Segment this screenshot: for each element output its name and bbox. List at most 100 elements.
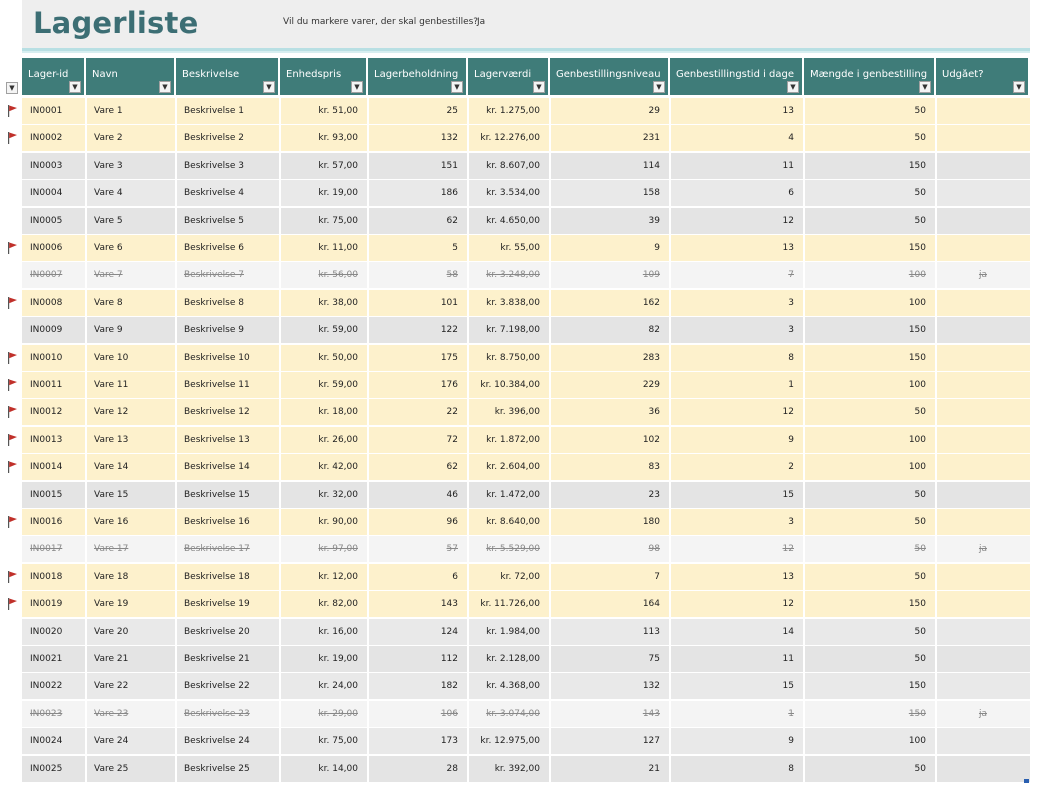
cell-qty[interactable]: 50 bbox=[914, 188, 926, 199]
cell-qty[interactable]: 100 bbox=[908, 380, 926, 390]
cell-level[interactable]: 231 bbox=[642, 133, 660, 144]
cell-level[interactable]: 29 bbox=[648, 106, 660, 116]
cell-disc[interactable] bbox=[936, 345, 1030, 371]
cell-level[interactable]: 7 bbox=[654, 571, 660, 582]
cell-name[interactable]: Vare 6 bbox=[94, 243, 123, 253]
cell-days[interactable]: 15 bbox=[782, 489, 794, 500]
cell-desc[interactable]: Beskrivelse 17 bbox=[184, 544, 250, 555]
cell-days[interactable]: 4 bbox=[788, 133, 794, 144]
cell-value[interactable]: kr. 3.534,00 bbox=[486, 188, 540, 199]
cell-name[interactable]: Vare 18 bbox=[94, 571, 129, 582]
cell-desc[interactable]: Beskrivelse 7 bbox=[184, 270, 244, 281]
cell-desc[interactable]: Beskrivelse 3 bbox=[184, 160, 244, 171]
cell-desc[interactable]: Beskrivelse 13 bbox=[184, 434, 250, 445]
cell-name[interactable]: Vare 10 bbox=[94, 352, 129, 363]
cell-level[interactable]: 283 bbox=[642, 352, 660, 363]
cell-id[interactable]: IN0011 bbox=[30, 380, 63, 390]
column-header-price[interactable]: Enhedspris ▼ bbox=[280, 58, 368, 95]
cell-id[interactable]: IN0022 bbox=[30, 681, 63, 692]
cell-desc[interactable]: Beskrivelse 11 bbox=[184, 380, 250, 390]
filter-dropdown-icon[interactable]: ▼ bbox=[263, 81, 275, 93]
table-row[interactable]: IN0005 Vare 5 Beskrivelse 5 kr. 75,00 62 kr. … bbox=[22, 207, 1030, 234]
cell-level[interactable]: 164 bbox=[642, 599, 660, 610]
cell-value[interactable]: kr. 55,00 bbox=[500, 243, 540, 253]
cell-id[interactable]: IN0013 bbox=[30, 434, 63, 445]
cell-qty[interactable]: 50 bbox=[914, 626, 926, 637]
cell-price[interactable]: kr. 32,00 bbox=[318, 489, 358, 500]
cell-stock[interactable]: 143 bbox=[440, 599, 458, 610]
cell-qty[interactable]: 100 bbox=[908, 462, 926, 473]
table-row[interactable]: IN0003 Vare 3 Beskrivelse 3 kr. 57,00 151 kr.… bbox=[22, 152, 1030, 179]
table-row[interactable]: IN0012 Vare 12 Beskrivelse 12 kr. 18,00 22 kr… bbox=[22, 399, 1030, 426]
table-row[interactable]: IN0004 Vare 4 Beskrivelse 4 kr. 19,00 186 kr.… bbox=[22, 180, 1030, 207]
page-title[interactable]: Lagerliste bbox=[33, 6, 199, 40]
cell-desc[interactable]: Beskrivelse 10 bbox=[184, 352, 250, 363]
cell-id[interactable]: IN0023 bbox=[30, 708, 63, 719]
table-row[interactable]: IN0025 Vare 25 Beskrivelse 25 kr. 14,00 28 kr… bbox=[22, 755, 1030, 782]
row-filter-dropdown-icon[interactable]: ▼ bbox=[6, 82, 18, 94]
cell-name[interactable]: Vare 24 bbox=[94, 736, 129, 747]
cell-id[interactable]: IN0007 bbox=[30, 270, 63, 281]
table-row[interactable]: IN0010 Vare 10 Beskrivelse 10 kr. 50,00 175 k… bbox=[22, 344, 1030, 371]
cell-disc[interactable] bbox=[936, 372, 1030, 398]
cell-name[interactable]: Vare 9 bbox=[94, 325, 123, 336]
cell-name[interactable]: Vare 11 bbox=[94, 380, 129, 390]
cell-price[interactable]: kr. 12,00 bbox=[318, 571, 358, 582]
cell-value[interactable]: kr. 2.604,00 bbox=[486, 462, 540, 473]
cell-disc[interactable] bbox=[936, 98, 1030, 124]
cell-id[interactable]: IN0019 bbox=[30, 599, 63, 610]
cell-stock[interactable]: 175 bbox=[440, 352, 458, 363]
cell-price[interactable]: kr. 16,00 bbox=[318, 626, 358, 637]
cell-value[interactable]: kr. 2.128,00 bbox=[486, 654, 540, 664]
cell-price[interactable]: kr. 14,00 bbox=[318, 763, 358, 774]
cell-name[interactable]: Vare 1 bbox=[94, 106, 123, 116]
cell-stock[interactable]: 122 bbox=[440, 325, 458, 336]
table-row[interactable]: IN0016 Vare 16 Beskrivelse 16 kr. 90,00 96 kr… bbox=[22, 509, 1030, 535]
cell-disc[interactable] bbox=[936, 756, 1030, 782]
cell-id[interactable]: IN0003 bbox=[30, 160, 63, 171]
cell-stock[interactable]: 25 bbox=[446, 106, 458, 116]
cell-price[interactable]: kr. 59,00 bbox=[318, 325, 358, 336]
cell-level[interactable]: 158 bbox=[642, 188, 660, 199]
cell-name[interactable]: Vare 17 bbox=[94, 544, 129, 555]
cell-value[interactable]: kr. 3.838,00 bbox=[486, 297, 540, 308]
cell-disc[interactable]: ja bbox=[978, 270, 987, 281]
cell-price[interactable]: kr. 11,00 bbox=[318, 243, 358, 253]
cell-value[interactable]: kr. 1.984,00 bbox=[486, 626, 540, 637]
cell-desc[interactable]: Beskrivelse 25 bbox=[184, 763, 250, 774]
cell-id[interactable]: IN0014 bbox=[30, 462, 63, 473]
cell-level[interactable]: 83 bbox=[648, 462, 660, 473]
cell-id[interactable]: IN0025 bbox=[30, 763, 63, 774]
cell-value[interactable]: kr. 392,00 bbox=[494, 763, 540, 774]
cell-price[interactable]: kr. 51,00 bbox=[318, 106, 358, 116]
cell-desc[interactable]: Beskrivelse 22 bbox=[184, 681, 250, 692]
table-row[interactable]: IN0023 Vare 23 Beskrivelse 23 kr. 29,00 106 k… bbox=[22, 700, 1030, 727]
reorder-question[interactable]: Vil du markere varer, der skal genbestil… bbox=[283, 17, 479, 27]
cell-stock[interactable]: 176 bbox=[440, 380, 458, 390]
cell-qty[interactable]: 50 bbox=[914, 763, 926, 774]
cell-price[interactable]: kr. 24,00 bbox=[318, 681, 358, 692]
cell-disc[interactable] bbox=[936, 454, 1030, 480]
cell-disc[interactable] bbox=[936, 728, 1030, 754]
cell-level[interactable]: 36 bbox=[648, 407, 660, 418]
cell-disc[interactable] bbox=[936, 591, 1030, 617]
cell-days[interactable]: 11 bbox=[782, 654, 794, 664]
filter-dropdown-icon[interactable]: ▼ bbox=[787, 81, 799, 93]
cell-days[interactable]: 2 bbox=[788, 462, 794, 473]
table-row[interactable]: IN0021 Vare 21 Beskrivelse 21 kr. 19,00 112 k… bbox=[22, 646, 1030, 672]
filter-dropdown-icon[interactable]: ▼ bbox=[1013, 81, 1025, 93]
cell-desc[interactable]: Beskrivelse 6 bbox=[184, 243, 244, 253]
cell-price[interactable]: kr. 59,00 bbox=[318, 380, 358, 390]
cell-level[interactable]: 162 bbox=[642, 297, 660, 308]
cell-stock[interactable]: 101 bbox=[440, 297, 458, 308]
cell-name[interactable]: Vare 4 bbox=[94, 188, 123, 199]
cell-value[interactable]: kr. 1.872,00 bbox=[486, 434, 540, 445]
cell-id[interactable]: IN0020 bbox=[30, 626, 63, 637]
cell-price[interactable]: kr. 19,00 bbox=[318, 188, 358, 199]
cell-name[interactable]: Vare 14 bbox=[94, 462, 129, 473]
cell-value[interactable]: kr. 1.275,00 bbox=[486, 106, 540, 116]
cell-name[interactable]: Vare 25 bbox=[94, 763, 129, 774]
cell-days[interactable]: 12 bbox=[782, 215, 794, 226]
table-row[interactable]: IN0013 Vare 13 Beskrivelse 13 kr. 26,00 72 kr… bbox=[22, 426, 1030, 453]
cell-desc[interactable]: Beskrivelse 21 bbox=[184, 654, 250, 664]
